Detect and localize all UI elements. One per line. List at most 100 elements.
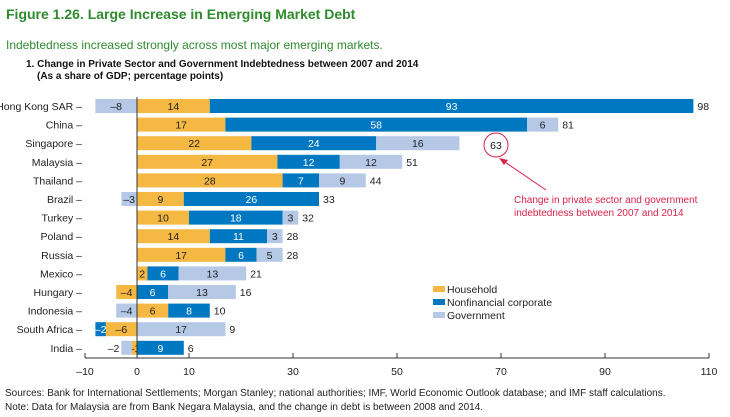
bar-government [121,340,132,355]
bar-government [527,117,559,132]
annotation-arrow [501,159,547,191]
axes-layer: Hong Kong SAR – China – Singapore – Malaysi… [0,97,718,378]
figure-title: Figure 1.26. Large Increase in Emerging … [6,6,356,22]
bar-government [137,322,226,337]
bar-data-label: 6 [540,120,546,132]
bar-nonfinancial-corporate [209,99,694,113]
total-label: 98 [697,101,709,113]
bar-data-label: 5 [267,250,273,262]
bar-data-label: 17 [175,250,187,262]
bar-household [131,340,137,355]
legend-label: Government [447,310,505,322]
x-tick-label: 110 [701,366,718,378]
annotation-line2: indebtedness between 2007 and 2014 [514,208,684,219]
bar-data-label: 6 [238,250,244,262]
bar-data-label: 10 [157,213,169,225]
total-label: 32 [302,213,314,225]
sources-note: Sources: Bank for International Settleme… [5,388,666,399]
bar-data-label: 13 [207,268,219,280]
bar-government [256,247,283,262]
total-label: 9 [229,324,235,336]
bar-data-label: –6 [116,324,128,336]
bar-data-label: 28 [204,175,216,187]
legend-swatch [433,286,445,292]
bar-data-label: –8 [110,101,122,113]
bar-data-label: 58 [370,120,382,132]
category-label: China – [46,120,82,132]
bar-data-label: –3 [123,194,135,206]
bar-nonfinancial-corporate [251,136,377,151]
category-label: India – [50,343,82,355]
bar-data-label: 9 [157,343,163,355]
category-label: Hong Kong SAR – [0,101,82,113]
bar-government [339,154,403,169]
bar-household [137,154,278,169]
bar-data-label: 16 [412,138,424,150]
bar-nonfinancial-corporate [137,285,169,299]
bar-data-label: 18 [230,213,242,225]
bar-household [137,210,189,225]
bar-household [137,173,283,188]
bar-data-label: 13 [196,287,208,299]
bar-data-label: –2 [108,343,120,355]
category-label: Singapore – [25,138,82,150]
figure-subtitle: Indebtedness increased strongly across m… [6,38,383,52]
legend-swatch [433,312,445,318]
bar-data-label: 6 [150,306,156,318]
total-label: 44 [370,175,382,187]
bar-household [137,247,226,262]
annotation-line1: Change in private sector and government [514,195,698,206]
bar-government [121,192,137,206]
bar-data-label: 17 [175,324,187,336]
bar-data-label: –2 [95,324,107,336]
bar-data-label: –1 [129,343,141,355]
bar-data-label: 6 [160,268,166,280]
malaysia-note: Note: Data for Malaysia are from Bank Ne… [5,402,483,413]
highlight-value: 63 [490,140,502,152]
highlight-circle [483,132,509,158]
total-label: 81 [562,120,574,132]
bar-government [319,173,366,188]
bar-government [178,266,247,281]
legend-swatch [433,299,445,305]
bar-data-label: 17 [175,120,187,132]
bar-data-label: 11 [233,231,244,243]
total-label: 28 [287,231,299,243]
bar-data-label: 3 [287,213,293,225]
bar-nonfinancial-corporate [225,117,527,132]
bar-nonfinancial-corporate [168,303,210,318]
bar-household [137,266,148,281]
panel-title: 1. Change in Private Sector and Governme… [26,59,419,70]
total-label: 33 [323,194,335,206]
bar-nonfinancial-corporate [225,247,257,262]
bar-data-label: 93 [446,101,458,113]
bar-data-label: 24 [308,138,320,150]
bar-nonfinancial-corporate [209,229,267,244]
legend-label: Household [447,284,497,296]
bar-household [137,117,226,132]
bar-household [116,285,137,299]
x-tick-label: 30 [287,366,299,378]
legend-label: Nonfinancial corporate [447,297,552,309]
bar-data-label: 8 [186,306,192,318]
bar-household [105,322,137,337]
bar-data-label: 6 [150,287,156,299]
bar-government [116,303,137,318]
category-label: Indonesia – [28,306,82,318]
total-label: 6 [188,343,194,355]
bar-data-label: –4 [121,306,133,318]
bar-data-label: –4 [121,287,133,299]
category-label: Mexico – [40,268,82,280]
bar-nonfinancial-corporate [137,340,184,355]
bar-nonfinancial-corporate [183,192,319,206]
bar-nonfinancial-corporate [277,154,340,169]
x-tick-label: 50 [391,366,403,378]
bar-government [376,136,460,151]
category-label: Thailand – [33,175,82,187]
bar-household [137,136,252,151]
total-label: 51 [406,157,418,169]
bar-household [137,303,169,318]
bar-nonfinancial-corporate [189,210,283,225]
bar-nonfinancial-corporate [147,266,179,281]
